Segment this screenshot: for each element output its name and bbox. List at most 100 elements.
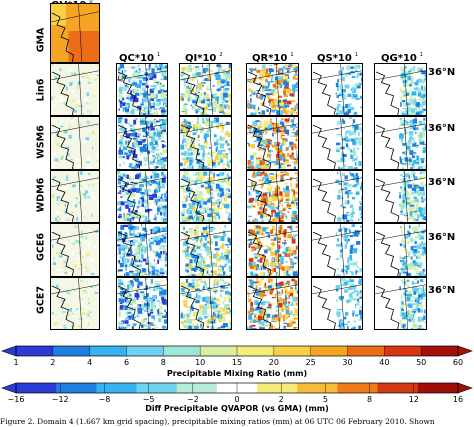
precip-speck (166, 134, 167, 140)
diff-speck (97, 304, 99, 307)
precip-speck (267, 81, 270, 87)
precip-speck (288, 145, 292, 148)
precip-speck (138, 264, 142, 268)
precip-speck (402, 122, 408, 126)
precip-speck (281, 204, 283, 206)
precip-speck (122, 102, 127, 107)
precip-speck (292, 271, 298, 276)
precip-speck (274, 233, 277, 235)
precip-speck (407, 252, 410, 258)
precip-speck (190, 211, 193, 217)
precip-speck (425, 164, 426, 167)
precip-speck (153, 131, 156, 137)
precip-speck (153, 316, 156, 320)
precip-speck (425, 244, 426, 246)
precip-speck (144, 144, 147, 149)
precip-speck (159, 160, 164, 165)
precip-speck (133, 298, 137, 301)
precip-speck (136, 71, 141, 74)
precip-speck (197, 107, 200, 113)
precip-speck (248, 229, 252, 234)
precip-speck (258, 226, 261, 229)
precip-speck (217, 82, 219, 87)
precip-speck (192, 76, 197, 80)
precip-speck (164, 103, 166, 109)
precip-speck (275, 70, 279, 72)
precip-speck (293, 166, 296, 169)
precip-speck (415, 272, 418, 275)
precip-speck (266, 121, 270, 124)
precip-speck (151, 68, 155, 73)
precip-speck (219, 246, 225, 249)
precip-speck (272, 191, 276, 194)
precip-speck (149, 241, 155, 245)
precip-speck (412, 159, 418, 165)
precip-speck (211, 161, 216, 166)
precip-speck (164, 298, 167, 302)
precip-speck (341, 88, 346, 93)
precip-speck (335, 258, 340, 260)
precip-speck (184, 319, 186, 323)
precip-speck (249, 94, 252, 97)
precip-speck (279, 106, 285, 108)
precip-speck (196, 100, 201, 102)
precip-speck (293, 128, 295, 130)
precip-speck (259, 129, 264, 134)
precip-speck (208, 147, 212, 149)
precip-speck (351, 207, 355, 212)
precip-speck (226, 187, 230, 189)
precip-speck (165, 325, 167, 329)
precip-speck (184, 288, 186, 294)
precip-speck (165, 304, 167, 307)
precip-speck (346, 228, 350, 231)
precip-speck (205, 153, 208, 156)
precip-speck (162, 315, 167, 318)
precip-speck (192, 243, 196, 245)
precip-speck (153, 161, 155, 163)
precip-speck (407, 217, 413, 220)
precip-speck (126, 155, 130, 160)
precip-speck (229, 219, 231, 222)
precip-speck (185, 216, 191, 220)
precip-speck (292, 214, 297, 219)
precip-speck (226, 325, 230, 329)
map-panel-qc-lin6 (116, 63, 168, 116)
diff-speck (97, 90, 99, 93)
precip-speck (157, 159, 160, 164)
precip-speck (405, 173, 410, 178)
precip-speck (200, 268, 204, 273)
diff-speck (82, 300, 85, 303)
diff-speck (56, 210, 60, 215)
precip-speck (296, 103, 298, 106)
precip-speck (347, 147, 351, 150)
precip-speck (269, 120, 272, 122)
precip-speck (353, 233, 359, 237)
precip-speck (257, 85, 260, 87)
precip-speck (212, 270, 217, 276)
precip-speck (247, 205, 251, 209)
precip-speck (180, 189, 182, 191)
precip-speck (275, 105, 280, 107)
diff-speck (86, 269, 89, 271)
precip-speck (135, 158, 140, 163)
diff-speck (92, 137, 95, 139)
precip-speck (129, 294, 132, 297)
diff-speck (86, 92, 89, 97)
precip-speck (416, 155, 420, 161)
precip-speck (200, 145, 205, 150)
precip-speck (150, 106, 155, 108)
precip-speck (129, 124, 133, 127)
precip-speck (287, 80, 292, 83)
precip-speck (208, 104, 210, 107)
precip-speck (154, 173, 159, 178)
precip-speck (250, 205, 256, 208)
diff-speck (90, 110, 93, 114)
precip-speck (134, 312, 138, 314)
precip-speck (215, 74, 221, 80)
precip-speck (400, 121, 404, 126)
precip-speck (418, 165, 424, 169)
precip-speck (118, 326, 120, 329)
precip-speck (196, 120, 200, 125)
precip-speck (117, 118, 122, 124)
precip-speck (272, 84, 277, 88)
